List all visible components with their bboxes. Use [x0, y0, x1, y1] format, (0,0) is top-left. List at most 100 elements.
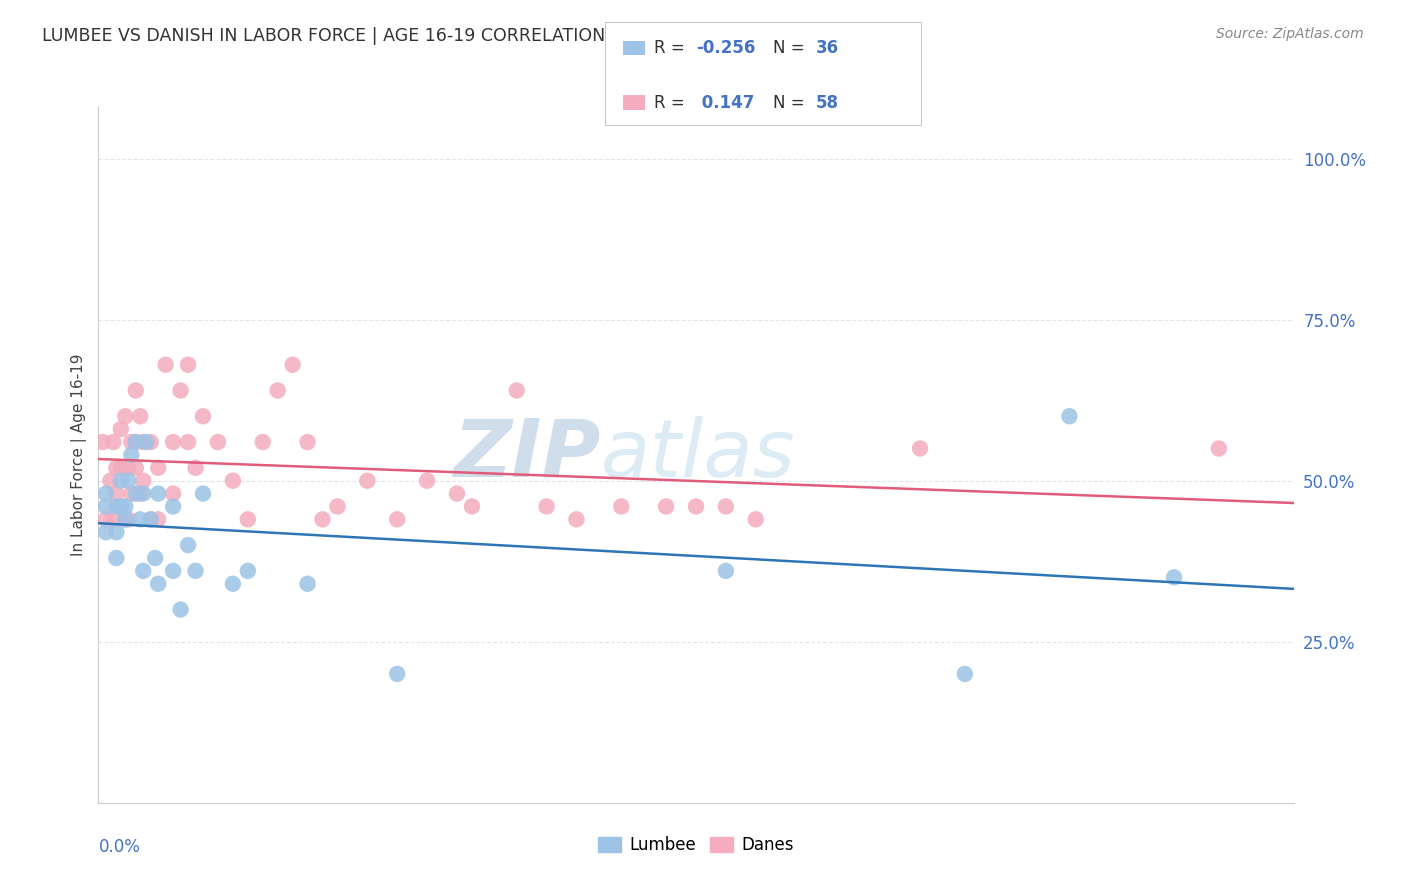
- Point: [148, 486, 170, 500]
- Point: [125, 435, 148, 450]
- Text: 0.0%: 0.0%: [98, 838, 141, 855]
- Point: [155, 358, 177, 372]
- Text: N =: N =: [773, 94, 810, 112]
- Point: [953, 667, 976, 681]
- Point: [103, 512, 125, 526]
- Point: [94, 525, 117, 540]
- Text: 0.147: 0.147: [696, 94, 755, 112]
- Point: [139, 435, 162, 450]
- Point: [267, 384, 290, 398]
- Point: [105, 525, 128, 540]
- Point: [94, 486, 117, 500]
- Point: [125, 384, 148, 398]
- Point: [148, 576, 170, 591]
- Text: Source: ZipAtlas.com: Source: ZipAtlas.com: [1216, 27, 1364, 41]
- Point: [162, 435, 184, 450]
- Point: [117, 460, 139, 475]
- Point: [132, 474, 155, 488]
- Point: [129, 409, 152, 424]
- Point: [132, 486, 155, 500]
- Point: [326, 500, 349, 514]
- Point: [162, 564, 184, 578]
- Point: [139, 512, 162, 526]
- Text: R =: R =: [654, 39, 690, 57]
- Text: R =: R =: [654, 94, 690, 112]
- Point: [117, 474, 139, 488]
- Point: [105, 500, 128, 514]
- Point: [148, 512, 170, 526]
- Point: [110, 460, 132, 475]
- Point: [252, 435, 274, 450]
- Point: [129, 512, 152, 526]
- Point: [177, 538, 200, 552]
- Point: [536, 500, 558, 514]
- Point: [385, 667, 409, 681]
- Text: -0.256: -0.256: [696, 39, 755, 57]
- Point: [685, 500, 707, 514]
- Text: atlas: atlas: [600, 416, 796, 494]
- Point: [356, 474, 378, 488]
- Point: [120, 448, 142, 462]
- Point: [114, 500, 136, 514]
- Point: [169, 384, 191, 398]
- Point: [416, 474, 439, 488]
- Point: [908, 442, 931, 456]
- Point: [110, 500, 132, 514]
- Point: [148, 460, 170, 475]
- Point: [1208, 442, 1230, 456]
- Point: [132, 435, 155, 450]
- Point: [110, 474, 132, 488]
- Point: [132, 564, 155, 578]
- Point: [714, 500, 737, 514]
- Point: [135, 435, 157, 450]
- Point: [655, 500, 678, 514]
- Point: [120, 435, 142, 450]
- Point: [110, 422, 132, 436]
- Point: [191, 486, 214, 500]
- Point: [117, 512, 139, 526]
- Point: [297, 576, 319, 591]
- Point: [177, 435, 200, 450]
- Point: [461, 500, 484, 514]
- Point: [184, 564, 207, 578]
- Text: 58: 58: [815, 94, 838, 112]
- Point: [610, 500, 633, 514]
- Point: [311, 512, 333, 526]
- Point: [94, 500, 117, 514]
- Point: [1163, 570, 1185, 584]
- Point: [745, 512, 768, 526]
- Point: [222, 576, 245, 591]
- Point: [114, 512, 136, 526]
- Point: [207, 435, 229, 450]
- Text: N =: N =: [773, 39, 810, 57]
- Legend: Lumbee, Danes: Lumbee, Danes: [592, 830, 800, 861]
- Point: [222, 474, 245, 488]
- Point: [446, 486, 468, 500]
- Point: [139, 512, 162, 526]
- Y-axis label: In Labor Force | Age 16-19: In Labor Force | Age 16-19: [72, 353, 87, 557]
- Point: [105, 460, 128, 475]
- Point: [129, 486, 152, 500]
- Point: [565, 512, 588, 526]
- Point: [105, 551, 128, 566]
- Text: LUMBEE VS DANISH IN LABOR FORCE | AGE 16-19 CORRELATION CHART: LUMBEE VS DANISH IN LABOR FORCE | AGE 16…: [42, 27, 669, 45]
- Text: ZIP: ZIP: [453, 416, 600, 494]
- Text: 36: 36: [815, 39, 838, 57]
- Point: [125, 460, 148, 475]
- Point: [184, 460, 207, 475]
- Point: [191, 409, 214, 424]
- Point: [120, 486, 142, 500]
- Point: [714, 564, 737, 578]
- Point: [162, 486, 184, 500]
- Point: [169, 602, 191, 616]
- Point: [125, 486, 148, 500]
- Point: [177, 358, 200, 372]
- Point: [1059, 409, 1081, 424]
- Point: [94, 512, 117, 526]
- Point: [236, 512, 259, 526]
- Point: [506, 384, 529, 398]
- Point: [103, 435, 125, 450]
- Point: [114, 409, 136, 424]
- Point: [125, 435, 148, 450]
- Point: [143, 551, 166, 566]
